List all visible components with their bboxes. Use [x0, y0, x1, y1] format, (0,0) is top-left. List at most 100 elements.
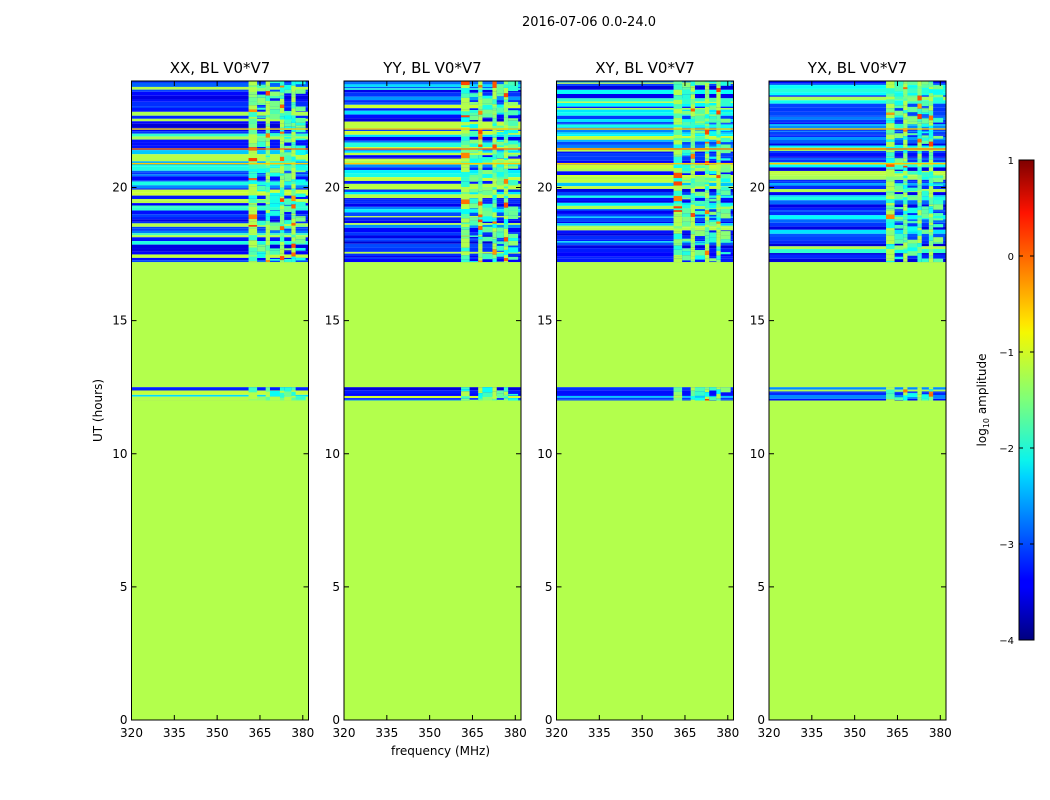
rfi-cell — [257, 220, 266, 226]
rfi-cell — [682, 153, 691, 156]
rfi-cell — [903, 389, 908, 393]
rfi-cell — [248, 171, 258, 174]
rfi-cell — [503, 219, 509, 225]
rfi-cell — [269, 226, 280, 231]
rfi-cell — [886, 228, 895, 231]
rfi-cell — [928, 89, 934, 94]
rfi-cell — [886, 260, 895, 263]
rfi-cell — [284, 220, 292, 225]
rfi-cell — [921, 394, 929, 399]
heatmap-band — [344, 180, 521, 184]
heatmap-band — [769, 395, 946, 399]
rfi-cell — [917, 159, 922, 164]
rfi-cell — [492, 167, 497, 173]
colorbar-label: log10 amplitude — [975, 354, 991, 447]
rfi-cell — [894, 245, 904, 250]
rfi-cell — [682, 213, 691, 217]
rfi-cell — [720, 186, 731, 191]
rfi-cell — [269, 203, 280, 208]
rfi-cell — [933, 146, 944, 150]
plot-frame — [768, 80, 947, 721]
rfi-cell — [694, 210, 705, 215]
rfi-cell — [690, 91, 695, 95]
heatmap-band — [556, 256, 734, 259]
heatmap-band — [556, 197, 734, 201]
heatmap-band — [344, 134, 521, 137]
rfi-cell — [907, 196, 918, 200]
rfi-cell — [709, 258, 717, 262]
rfi-cell — [704, 151, 710, 154]
rfi-cell — [469, 209, 479, 213]
heatmap-band — [131, 394, 309, 397]
rfi-cell — [469, 198, 479, 204]
heatmap-band — [556, 230, 734, 234]
rfi-cell — [933, 204, 944, 210]
rfi-cell — [279, 173, 285, 176]
rfi-cell — [907, 187, 918, 192]
rfi-cell — [291, 213, 296, 216]
rfi-cell — [492, 387, 497, 392]
rfi-cell — [265, 200, 270, 203]
rfi-cell — [928, 248, 934, 252]
rfi-cell — [682, 89, 691, 95]
rfi-cell — [492, 398, 497, 401]
rfi-cell — [508, 101, 519, 106]
heatmap-band — [131, 233, 309, 236]
rfi-cell — [269, 192, 280, 196]
heatmap-band — [344, 256, 521, 258]
rfi-cell — [690, 178, 695, 181]
heatmap-bands — [344, 81, 521, 401]
plot-frame — [343, 80, 522, 721]
rfi-cell — [492, 134, 497, 137]
rfi-cell — [503, 198, 509, 203]
rfi-cell — [503, 237, 509, 242]
rfi-cell — [682, 94, 691, 100]
rfi-cell — [478, 210, 483, 215]
rfi-cell — [503, 160, 509, 166]
rfi-cell — [478, 249, 483, 253]
rfi-cell — [469, 177, 479, 182]
rfi-cell — [503, 391, 509, 395]
rfi-cell — [928, 255, 934, 259]
heatmap-band — [556, 179, 734, 183]
plot-frame — [556, 80, 734, 721]
rfi-cell — [508, 247, 519, 253]
rfi-cell — [248, 256, 258, 262]
rfi-cell — [933, 213, 944, 217]
rfi-cell — [265, 387, 270, 392]
rfi-cell — [720, 239, 731, 243]
rfi-cell — [279, 220, 285, 225]
heatmap-band — [131, 210, 309, 215]
rfi-cell — [673, 226, 683, 229]
rfi-cell — [248, 233, 258, 236]
rfi-cell — [492, 231, 497, 238]
heatmap-band — [131, 166, 309, 171]
rfi-cell — [933, 178, 944, 183]
rfi-cell — [903, 194, 908, 198]
rfi-cell — [690, 137, 695, 142]
rfi-cell — [496, 231, 504, 233]
rfi-cell — [279, 141, 285, 145]
heatmap-band — [769, 258, 946, 263]
rfi-cell — [265, 260, 270, 263]
rfi-cell — [248, 235, 258, 241]
heatmap-band — [344, 251, 521, 254]
heatmap-band — [131, 390, 309, 395]
rfi-cell — [291, 237, 296, 242]
rfi-cell — [503, 84, 509, 88]
heatmap-band — [556, 191, 734, 196]
rfi-cell — [508, 393, 519, 396]
rfi-cell — [694, 121, 705, 124]
rfi-cell — [478, 85, 483, 88]
rfi-cell — [903, 237, 908, 241]
rfi-cell — [720, 158, 731, 161]
rfi-cell — [704, 231, 710, 236]
heatmap-band — [556, 200, 734, 203]
rfi-line — [131, 148, 309, 150]
rfi-cell — [709, 156, 717, 159]
heatmap-band — [344, 167, 521, 171]
rfi-cell — [673, 124, 683, 127]
heatmap-band — [344, 155, 521, 158]
rfi-cell — [886, 163, 895, 167]
rfi-cell — [928, 159, 934, 165]
